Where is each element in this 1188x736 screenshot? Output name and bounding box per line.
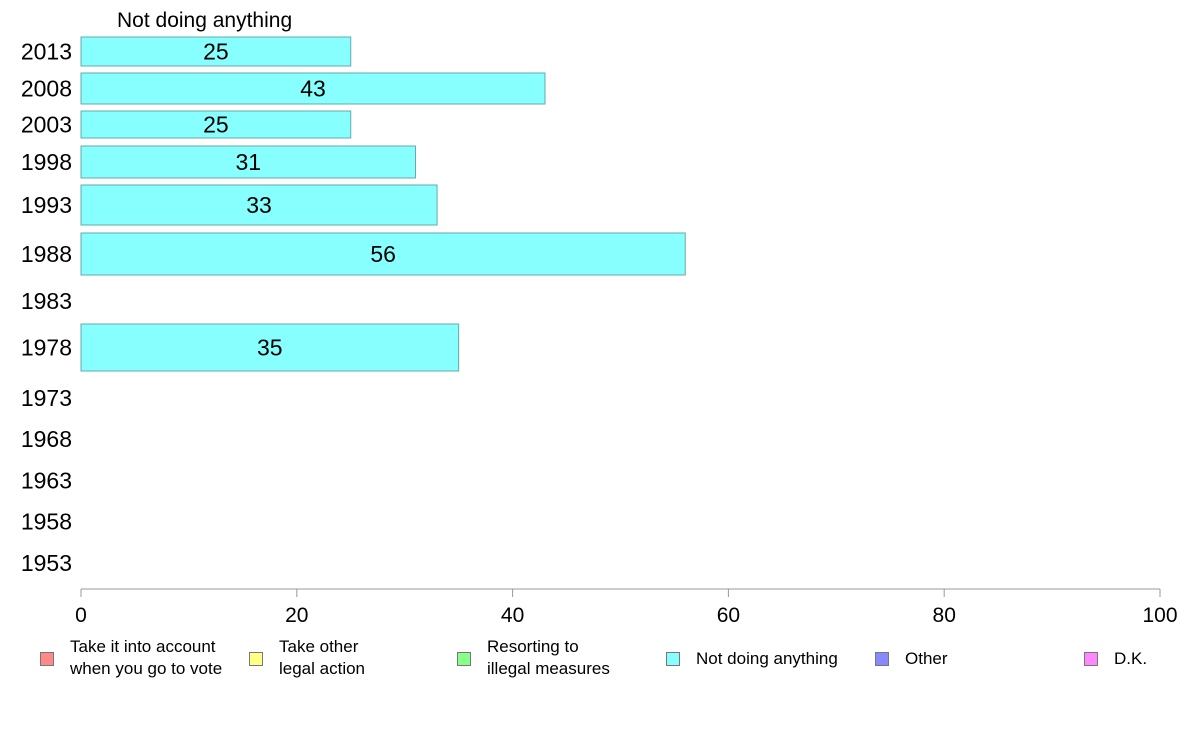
legend-label: Take it into account when you go to vote (70, 637, 223, 678)
bar (80, 145, 416, 179)
y-tick-label: 1998 (21, 149, 72, 175)
legend: Take it into account when you go to vote… (0, 636, 1188, 696)
x-tick-label: 80 (933, 604, 956, 627)
legend-label: Other (905, 649, 948, 668)
legend-item: Other (875, 636, 948, 670)
legend-swatch (249, 652, 263, 666)
bar-value-label: 25 (203, 39, 229, 65)
legend-swatch (40, 652, 54, 666)
y-tick-label: 1968 (21, 426, 72, 452)
bar (80, 323, 460, 372)
bar (80, 110, 352, 139)
y-tick-label: 1988 (21, 241, 72, 267)
bar-value-label: 25 (203, 112, 229, 138)
legend-swatch (666, 652, 680, 666)
legend-label: Resorting to illegal measures (487, 637, 610, 678)
legend-swatch (457, 652, 471, 666)
y-tick-label: 2013 (21, 39, 72, 65)
bar-value-label: 35 (257, 335, 283, 361)
x-tick-label: 60 (717, 604, 740, 627)
legend-item: Take other legal action (249, 636, 365, 680)
legend-label: D.K. (1114, 649, 1148, 668)
y-tick-label: 1993 (21, 192, 72, 218)
y-tick-label: 1953 (21, 550, 72, 576)
bar (80, 36, 352, 67)
bar-value-label: 56 (370, 241, 396, 267)
y-tick-label: 1963 (21, 468, 72, 494)
legend-swatch (1084, 652, 1098, 666)
y-tick-label: 2008 (21, 76, 72, 102)
bar (80, 72, 546, 105)
y-tick-label: 1978 (21, 335, 72, 361)
bar-value-label: 43 (300, 76, 326, 102)
y-tick-label: 1958 (21, 509, 72, 535)
x-tick-label: 20 (285, 604, 308, 627)
x-tick-label: 0 (75, 604, 87, 627)
y-tick-label: 1983 (21, 288, 72, 314)
y-tick-label: 1973 (21, 385, 72, 411)
legend-item: Not doing anything (666, 636, 838, 670)
bar-value-label: 31 (235, 149, 261, 175)
bar (80, 232, 686, 276)
bar (80, 184, 438, 226)
legend-item: D.K. (1084, 636, 1147, 670)
x-tick-label: 100 (1142, 604, 1177, 627)
legend-item: Resorting to illegal measures (457, 636, 610, 680)
legend-swatch (875, 652, 889, 666)
y-tick-label: 2003 (21, 112, 72, 138)
legend-label: Not doing anything (696, 649, 838, 668)
x-tick-label: 40 (501, 604, 524, 627)
chart-title: Not doing anything (117, 9, 292, 32)
bar-value-label: 33 (246, 192, 272, 218)
legend-item: Take it into account when you go to vote (40, 636, 222, 680)
legend-label: Take other legal action (279, 637, 366, 678)
